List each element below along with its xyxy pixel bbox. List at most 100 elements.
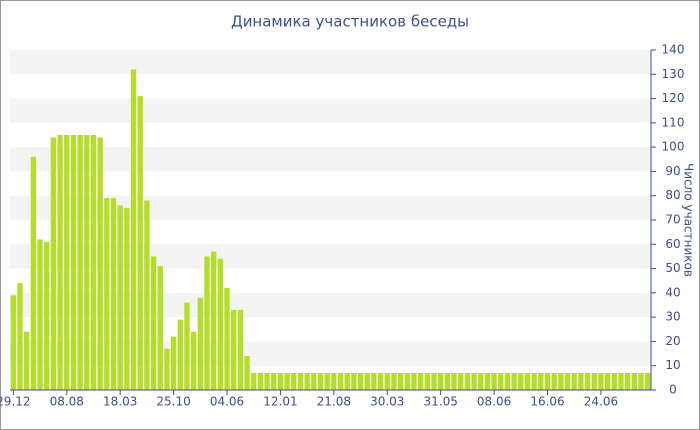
bar: [604, 373, 611, 390]
bar: [150, 256, 157, 390]
bar: [391, 373, 397, 390]
bar: [90, 135, 97, 390]
bar: [377, 373, 384, 390]
bar: [64, 135, 70, 390]
bar: [117, 205, 123, 390]
bar: [17, 283, 23, 390]
bar: [271, 373, 277, 390]
bar: [464, 373, 471, 390]
bar: [37, 239, 43, 390]
y-tick-label: 100: [662, 140, 685, 154]
bar: [571, 373, 577, 390]
bar: [57, 135, 63, 390]
bar: [611, 373, 617, 390]
bar: [130, 69, 137, 390]
bar: [50, 137, 57, 390]
bar: [504, 373, 511, 390]
bar: [531, 373, 537, 390]
y-tick-label: 60: [665, 237, 680, 251]
bar: [184, 302, 190, 390]
x-tick-label: 18.03: [103, 395, 137, 409]
grid-band: [10, 147, 651, 172]
bar: [164, 348, 170, 390]
y-axis-label: Число участников: [682, 163, 696, 277]
bar: [237, 309, 244, 390]
bar: [10, 295, 17, 390]
bar: [264, 373, 270, 390]
bar: [190, 331, 197, 390]
bar: [538, 373, 544, 390]
bar: [591, 373, 597, 390]
bar: [364, 373, 370, 390]
bar: [197, 297, 203, 390]
bar: [317, 373, 324, 390]
bar: [564, 373, 571, 390]
bar: [224, 288, 230, 390]
bar: [284, 373, 290, 390]
bar: [431, 373, 437, 390]
bar: [304, 373, 310, 390]
bar: [137, 96, 143, 391]
bar: [397, 373, 404, 390]
y-tick-label: 110: [662, 115, 685, 129]
bar: [251, 373, 257, 390]
y-tick-label: 70: [665, 213, 680, 227]
bar: [297, 373, 304, 390]
bar: [204, 256, 210, 390]
x-tick-label: 29.12: [0, 395, 31, 409]
bar: [157, 266, 163, 390]
bar: [484, 373, 491, 390]
bar: [444, 373, 451, 390]
grid-band: [10, 341, 651, 366]
bar: [244, 356, 250, 390]
bar: [231, 309, 237, 390]
bar: [104, 198, 110, 390]
bar: [624, 373, 631, 390]
chart-title: Динамика участников беседы: [231, 13, 469, 31]
bar: [77, 135, 83, 390]
y-tick-label: 130: [662, 67, 685, 81]
x-tick-label: 24.06: [584, 395, 618, 409]
bar: [277, 373, 284, 390]
bar: [210, 251, 217, 390]
x-tick-label: 08.08: [50, 395, 84, 409]
y-tick-label: 90: [665, 164, 680, 178]
y-tick-label: 10: [665, 358, 680, 372]
bar: [324, 373, 330, 390]
bar: [478, 373, 484, 390]
bar: [70, 135, 77, 390]
bar: [344, 373, 350, 390]
bar: [357, 373, 364, 390]
bar: [578, 373, 584, 390]
bar: [524, 373, 531, 390]
bar: [424, 373, 430, 390]
x-tick-label: 31.05: [423, 395, 457, 409]
bar: [170, 336, 177, 390]
y-tick-label: 80: [665, 188, 680, 202]
bar: [217, 258, 223, 390]
bar: [551, 373, 557, 390]
x-tick-label: 25.10: [156, 395, 190, 409]
bar: [404, 373, 410, 390]
bar: [351, 373, 357, 390]
y-tick-label: 20: [665, 334, 680, 348]
bar: [544, 373, 551, 390]
y-tick-label: 50: [665, 261, 680, 275]
x-tick-label: 12.01: [263, 395, 297, 409]
bar: [631, 373, 637, 390]
grid-band: [10, 98, 651, 123]
y-tick-label: 0: [669, 383, 677, 397]
bar: [110, 198, 117, 390]
bar: [257, 373, 264, 390]
bar: [371, 373, 377, 390]
bar: [644, 373, 651, 390]
bar: [84, 135, 90, 390]
bar: [471, 373, 477, 390]
bar: [30, 156, 37, 390]
bar: [558, 373, 564, 390]
bar: [311, 373, 317, 390]
bar: [511, 373, 517, 390]
y-tick-label: 40: [665, 285, 680, 299]
bar: [97, 137, 103, 390]
x-tick-label: 21.08: [317, 395, 351, 409]
